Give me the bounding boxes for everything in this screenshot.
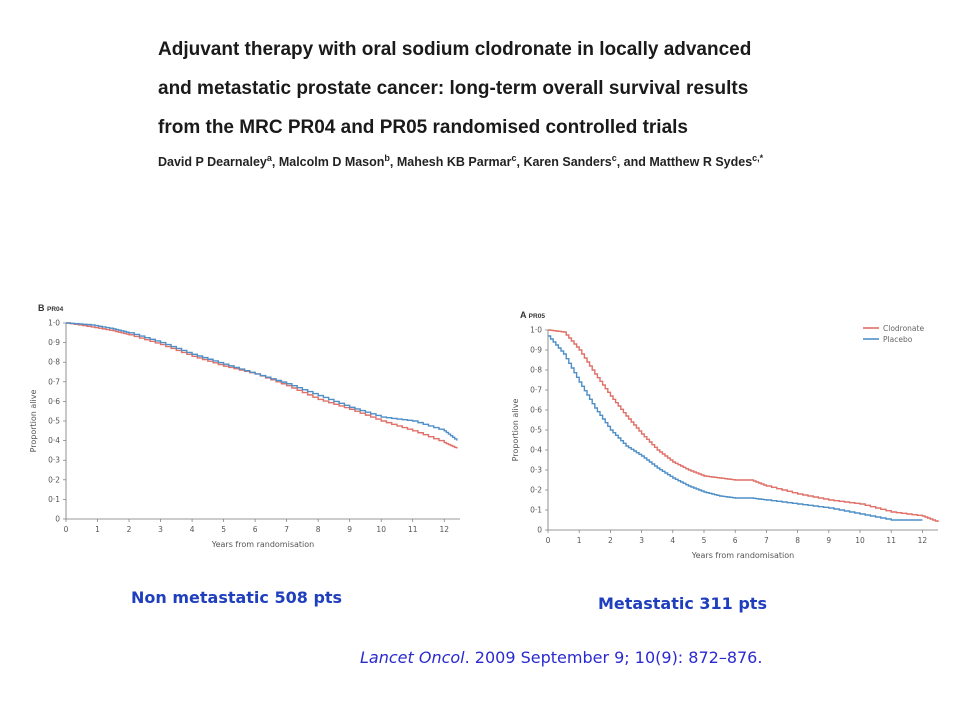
y-tick-label: 1·0 (48, 319, 60, 328)
author-separator: , (516, 155, 524, 170)
citation: Lancet Oncol. 2009 September 9; 10(9): 8… (360, 648, 762, 667)
right-chart-caption: Metastatic 311 pts (598, 594, 767, 613)
author-list: David P Dearnaleya, Malcolm D Masonb, Ma… (158, 150, 838, 170)
panel-label: A PR05 (520, 310, 545, 320)
y-tick-label: 0·3 (48, 456, 60, 465)
y-axis-label: Proportion alive (29, 390, 38, 453)
author-affiliation: c (511, 153, 517, 163)
legend-label: Placebo (883, 335, 913, 344)
x-tick-label: 2 (608, 536, 613, 545)
author-affiliation: c,* (752, 153, 764, 163)
author-name: Karen Sanders (523, 155, 612, 170)
pr04-chart-panel: B PR04 0 0·1 0·2 0·3 0·4 0·5 0·6 0·7 0·8 0·9 1·0 0 1 2… (14, 290, 470, 570)
y-tick-label: 0·5 (48, 417, 60, 426)
y-tick-label: 0·2 (530, 486, 542, 495)
y-tick-label: 0·4 (530, 446, 542, 455)
x-tick-label: 1 (577, 536, 582, 545)
panel-title: PR05 (529, 313, 546, 320)
x-tick-label: 11 (886, 536, 896, 545)
y-tick-label: 0·1 (48, 495, 60, 504)
author-affiliation: c (611, 153, 617, 163)
placebo-survival-curve (66, 322, 458, 441)
panel-letter: B (38, 303, 47, 313)
y-tick-label: 0·9 (530, 346, 542, 355)
x-tick-label: 2 (127, 525, 132, 534)
x-tick-label: 3 (639, 536, 644, 545)
author-separator: , (389, 155, 397, 170)
left-chart-caption: Non metastatic 508 pts (131, 588, 343, 607)
y-tick-label: 0·7 (530, 386, 542, 395)
x-tick-label: 1 (95, 525, 100, 534)
panel-label: B PR04 (38, 303, 64, 313)
x-tick-label: 8 (316, 525, 321, 534)
citation-details: . 2009 September 9; 10(9): 872–876. (464, 648, 763, 667)
x-tick-label: 9 (826, 536, 831, 545)
x-tick-label: 12 (439, 525, 449, 534)
x-tick-label: 12 (918, 536, 928, 545)
x-axis-label: Years from randomisation (211, 540, 314, 549)
clodronate-survival-curve (66, 322, 458, 449)
y-tick-label: 0·9 (48, 338, 60, 347)
citation-journal: Lancet Oncol (360, 648, 465, 667)
legend-label: Clodronate (883, 324, 924, 333)
x-tick-label: 5 (702, 536, 707, 545)
x-tick-label: 0 (546, 536, 551, 545)
y-tick-label: 0·5 (530, 426, 542, 435)
y-tick-label: 0·6 (530, 406, 542, 415)
paper-title: Adjuvant therapy with oral sodium clodro… (158, 30, 858, 147)
title-line: Adjuvant therapy with oral sodium clodro… (158, 39, 752, 60)
x-tick-label: 8 (795, 536, 800, 545)
author-name: Mahesh KB Parmar (396, 155, 512, 170)
y-axis-label: Proportion alive (511, 399, 520, 462)
clodronate-survival-curve (548, 329, 939, 522)
x-tick-label: 11 (408, 525, 418, 534)
x-tick-label: 10 (855, 536, 865, 545)
placebo-survival-curve (548, 335, 923, 521)
x-axis-label: Years from randomisation (691, 551, 794, 560)
author-affiliation: b (384, 153, 390, 163)
y-tick-label: 0·4 (48, 436, 60, 445)
y-tick-label: 0·3 (530, 466, 542, 475)
y-tick-label: 1·0 (530, 326, 542, 335)
author-separator: , and (616, 155, 650, 170)
x-tick-label: 5 (221, 525, 226, 534)
y-tick-label: 0·6 (48, 397, 60, 406)
y-tick-label: 0·7 (48, 377, 60, 386)
x-tick-label: 7 (764, 536, 769, 545)
chart-legend: Clodronate Placebo (863, 324, 924, 344)
y-tick-label: 0 (537, 526, 542, 535)
title-line: from the MRC PR04 and PR05 randomised co… (158, 117, 688, 138)
author-name: Matthew R Sydes (649, 155, 753, 170)
y-tick-label: 0·8 (530, 366, 542, 375)
y-tick-label: 0·8 (48, 358, 60, 367)
x-tick-label: 10 (376, 525, 386, 534)
y-tick-label: 0·1 (530, 506, 542, 515)
title-line: and metastatic prostate cancer: long-ter… (158, 78, 749, 99)
x-tick-label: 6 (733, 536, 738, 545)
author-separator: , (271, 155, 279, 170)
panel-letter: A (520, 310, 529, 320)
x-tick-label: 0 (64, 525, 69, 534)
y-tick-label: 0·2 (48, 475, 60, 484)
x-tick-label: 9 (347, 525, 352, 534)
pr05-chart-panel: A PR05 0 0·1 0·2 0·3 0·4 0·5 0·6 0·7 0·8 0·9 1·0 0 1 2… (482, 290, 958, 578)
author-affiliation: a (266, 153, 272, 163)
x-tick-label: 7 (284, 525, 289, 534)
x-tick-label: 4 (670, 536, 675, 545)
author-name: Malcolm D Mason (278, 155, 385, 170)
panel-title: PR04 (47, 306, 64, 313)
author-name: David P Dearnaley (158, 155, 267, 170)
x-tick-label: 4 (190, 525, 195, 534)
x-tick-label: 6 (253, 525, 258, 534)
y-tick-label: 0 (55, 515, 60, 524)
x-tick-label: 3 (158, 525, 163, 534)
